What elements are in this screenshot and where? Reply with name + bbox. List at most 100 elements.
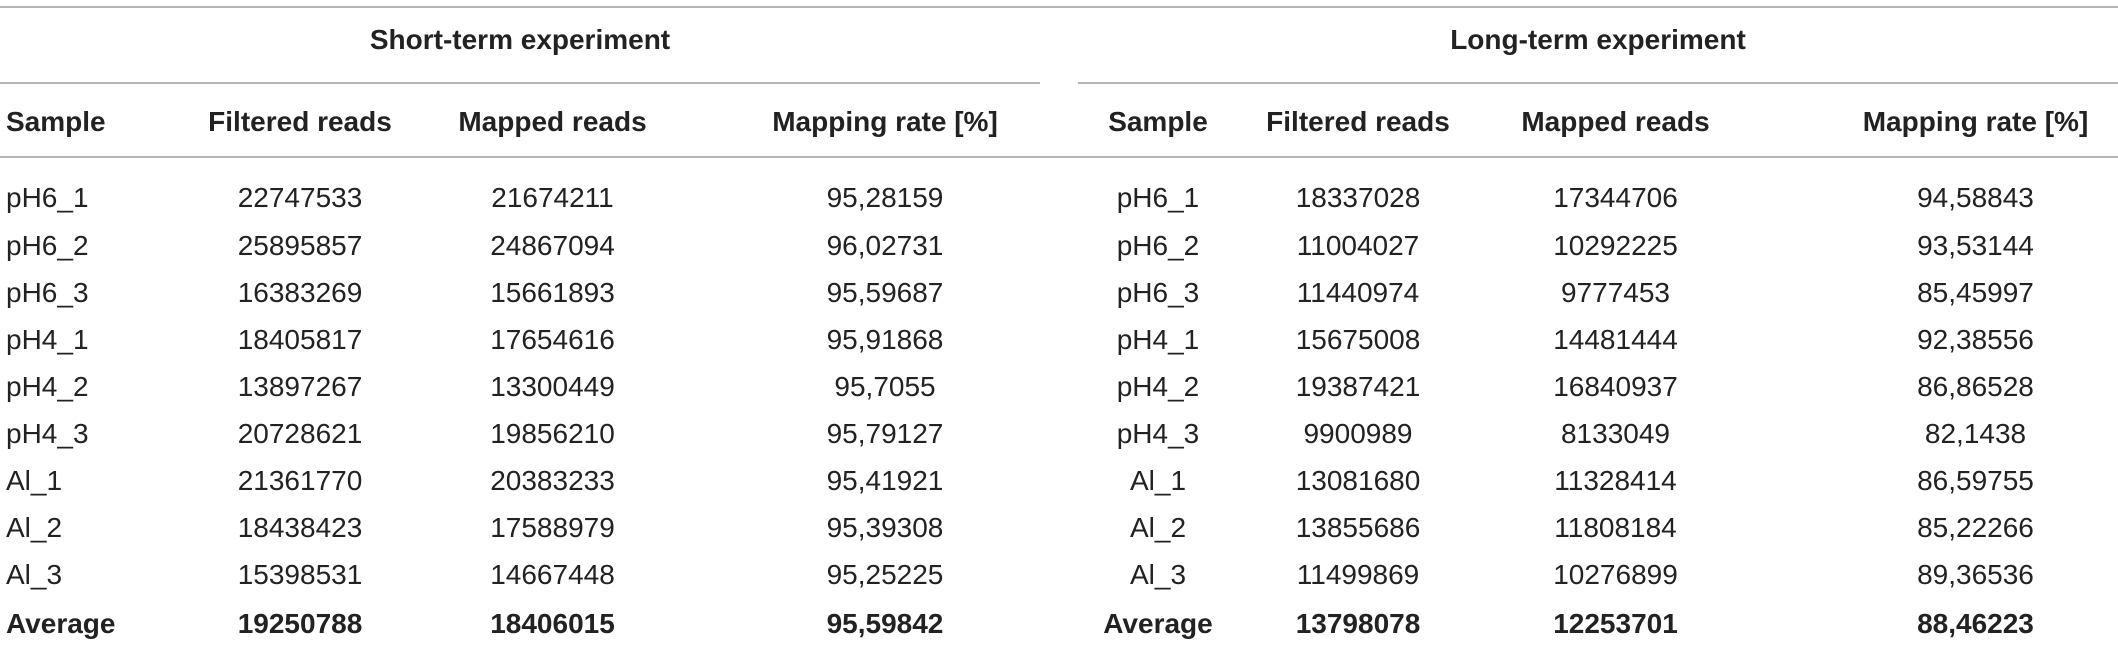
long-term-filtered-reads-cell: 19387421	[1295, 370, 1421, 402]
table-body: pH6_1 22747533 21674211 95,28159 pH6_1 183370…	[0, 156, 2118, 650]
table-row: pH4_3 20728621 19856210 95,79127 pH4_3 990098…	[0, 410, 2118, 457]
long-term-filtered-reads-cell: 15675008	[1295, 323, 1421, 355]
short-term-mapped-reads-cell: 13300449	[490, 370, 615, 402]
short-term-mapping-rate-cell: 95,91868	[826, 323, 944, 355]
long-term-sample-cell: Al_1	[1129, 464, 1187, 496]
short-term-mapping-rate-cell: 95,28159	[826, 182, 944, 213]
short-term-mapping-rate-cell: 95,59687	[826, 276, 944, 308]
long-term-mapped-reads-cell: 14481444	[1553, 323, 1678, 355]
short-term-filtered-reads-cell: 16383269	[237, 276, 363, 308]
long-term-mapped-reads-cell: 9777453	[1560, 276, 1670, 308]
table-row: pH6_2 25895857 24867094 96,02731 pH6_2 110040…	[0, 222, 2118, 269]
short-term-filtered-reads-cell: 15398531	[237, 558, 363, 590]
average-row: Average 19250788 18406015 95,59842 Average 13…	[0, 598, 2118, 650]
short-term-mapping-rate-cell: 95,79127	[826, 417, 944, 449]
short-term-mapped-reads-cell: 19856210	[490, 417, 615, 449]
short-term-sample-cell: pH6_1	[6, 182, 89, 213]
short-term-sample-cell: pH4_2	[6, 370, 89, 402]
long-term-mapping-rate-cell: 93,53144	[1917, 229, 2034, 261]
table-row: Al_2 18438423 17588979 95,39308 Al_2 13855686…	[0, 504, 2118, 551]
long-term-mapping-rate-cell: 85,22266	[1917, 511, 2034, 543]
short-term-mapping-rate-cell: 95,59842	[826, 608, 944, 639]
long-term-filtered-reads-cell: 11440974	[1296, 276, 1420, 308]
short-term-sample-cell: pH6_2	[6, 229, 89, 261]
col-header-filtered-reads: Filtered reads	[208, 106, 392, 137]
gap	[1040, 457, 1078, 504]
short-term-sample-cell: pH4_3	[6, 417, 89, 449]
gap	[1040, 222, 1078, 269]
short-term-mapping-rate-cell: 95,7055	[834, 370, 936, 402]
long-term-sample-cell: Al_3	[1129, 558, 1187, 590]
long-term-mapping-rate-cell: 82,1438	[1924, 417, 2027, 449]
long-term-filtered-reads-cell: 13798078	[1295, 608, 1421, 639]
table-row: pH4_2 13897267 13300449 95,7055 pH4_2 1938742…	[0, 363, 2118, 410]
top-rule	[0, 6, 2118, 8]
long-term-mapping-rate-cell: 86,86528	[1917, 370, 2034, 402]
gap	[1040, 269, 1078, 316]
col-header-filtered-reads: Filtered reads	[1266, 106, 1450, 137]
long-term-mapped-reads-cell: 10276899	[1553, 558, 1678, 590]
gap	[1040, 156, 1078, 222]
short-term-mapped-reads-cell: 17654616	[490, 323, 615, 355]
long-term-mapped-reads-cell: 8133049	[1560, 417, 1670, 449]
long-term-sample-cell: pH6_2	[1116, 229, 1200, 261]
long-term-filtered-reads-cell: 11499869	[1296, 558, 1420, 590]
gap	[1040, 316, 1078, 363]
short-term-filtered-reads-cell: 20728621	[237, 417, 363, 449]
short-term-mapped-reads-cell: 24867094	[490, 229, 615, 261]
table-row: pH6_1 22747533 21674211 95,28159 pH6_1 183370…	[0, 156, 2118, 222]
table-row: Al_3 15398531 14667448 95,25225 Al_3 11499869…	[0, 551, 2118, 598]
long-term-sample-cell: pH4_2	[1116, 370, 1200, 402]
short-term-mapped-reads-cell: 15661893	[490, 276, 615, 308]
col-header-sample: Sample	[1108, 106, 1208, 137]
col-header-mapping-rate: Mapping rate [%]	[772, 106, 998, 137]
gap	[1040, 551, 1078, 598]
long-term-sample-cell: Al_2	[1129, 511, 1187, 543]
mapping-table: Sample Filtered reads Mapped reads Mappi…	[0, 88, 2118, 650]
table-row: pH6_3 16383269 15661893 95,59687 pH6_3 114409…	[0, 269, 2118, 316]
col-header-mapped-reads: Mapped reads	[1521, 106, 1710, 137]
short-term-mapping-rate-cell: 95,25225	[826, 558, 944, 590]
short-term-filtered-reads-cell: 22747533	[237, 182, 363, 213]
long-term-mapped-reads-cell: 11328414	[1554, 464, 1677, 496]
table-row: pH4_1 18405817 17654616 95,91868 pH4_1 156750…	[0, 316, 2118, 363]
short-term-sample-cell: Al_2	[6, 511, 63, 543]
long-term-filtered-reads-cell: 13855686	[1295, 511, 1421, 543]
long-term-filtered-reads-cell: 18337028	[1295, 182, 1421, 213]
short-term-mapping-rate-cell: 95,39308	[826, 511, 944, 543]
long-term-mapped-reads-cell: 10292225	[1553, 229, 1678, 261]
short-term-sample-cell: pH6_3	[6, 276, 89, 308]
short-term-mapped-reads-cell: 17588979	[490, 511, 615, 543]
short-term-sample-cell: pH4_1	[6, 323, 89, 355]
gap	[1040, 88, 1078, 156]
short-term-group-rule	[0, 82, 1040, 84]
long-term-mapping-rate-cell: 94,58843	[1917, 182, 2034, 213]
gap	[1040, 363, 1078, 410]
short-term-sample-cell: Al_3	[6, 558, 63, 590]
long-term-mapping-rate-cell: 85,45997	[1917, 276, 2034, 308]
gap	[1040, 504, 1078, 551]
short-term-filtered-reads-cell: 25895857	[237, 229, 363, 261]
short-term-sample-cell: Average	[6, 608, 116, 639]
long-term-mapping-rate-cell: 89,36536	[1917, 558, 2034, 590]
long-term-mapped-reads-cell: 16840937	[1553, 370, 1678, 402]
short-term-mapped-reads-cell: 18406015	[490, 608, 615, 639]
long-term-sample-cell: pH4_3	[1116, 417, 1200, 449]
gap	[1040, 598, 1078, 650]
header-rule	[0, 156, 2118, 158]
short-term-filtered-reads-cell: 18438423	[237, 511, 363, 543]
long-term-sample-cell: pH6_1	[1116, 182, 1200, 213]
short-term-filtered-reads-cell: 21361770	[237, 464, 363, 496]
long-term-filtered-reads-cell: 13081680	[1295, 464, 1421, 496]
short-term-filtered-reads-cell: 13897267	[237, 370, 363, 402]
column-header-row: Sample Filtered reads Mapped reads Mappi…	[0, 88, 2118, 156]
short-term-mapped-reads-cell: 14667448	[490, 558, 615, 590]
long-term-mapped-reads-cell: 12253701	[1553, 608, 1678, 639]
long-term-mapping-rate-cell: 88,46223	[1917, 608, 2034, 639]
long-term-mapping-rate-cell: 92,38556	[1917, 323, 2034, 355]
long-term-sample-cell: pH6_3	[1116, 276, 1200, 308]
short-term-mapped-reads-cell: 20383233	[490, 464, 615, 496]
short-term-filtered-reads-cell: 19250788	[237, 608, 363, 639]
long-term-mapped-reads-cell: 11808184	[1554, 511, 1677, 543]
